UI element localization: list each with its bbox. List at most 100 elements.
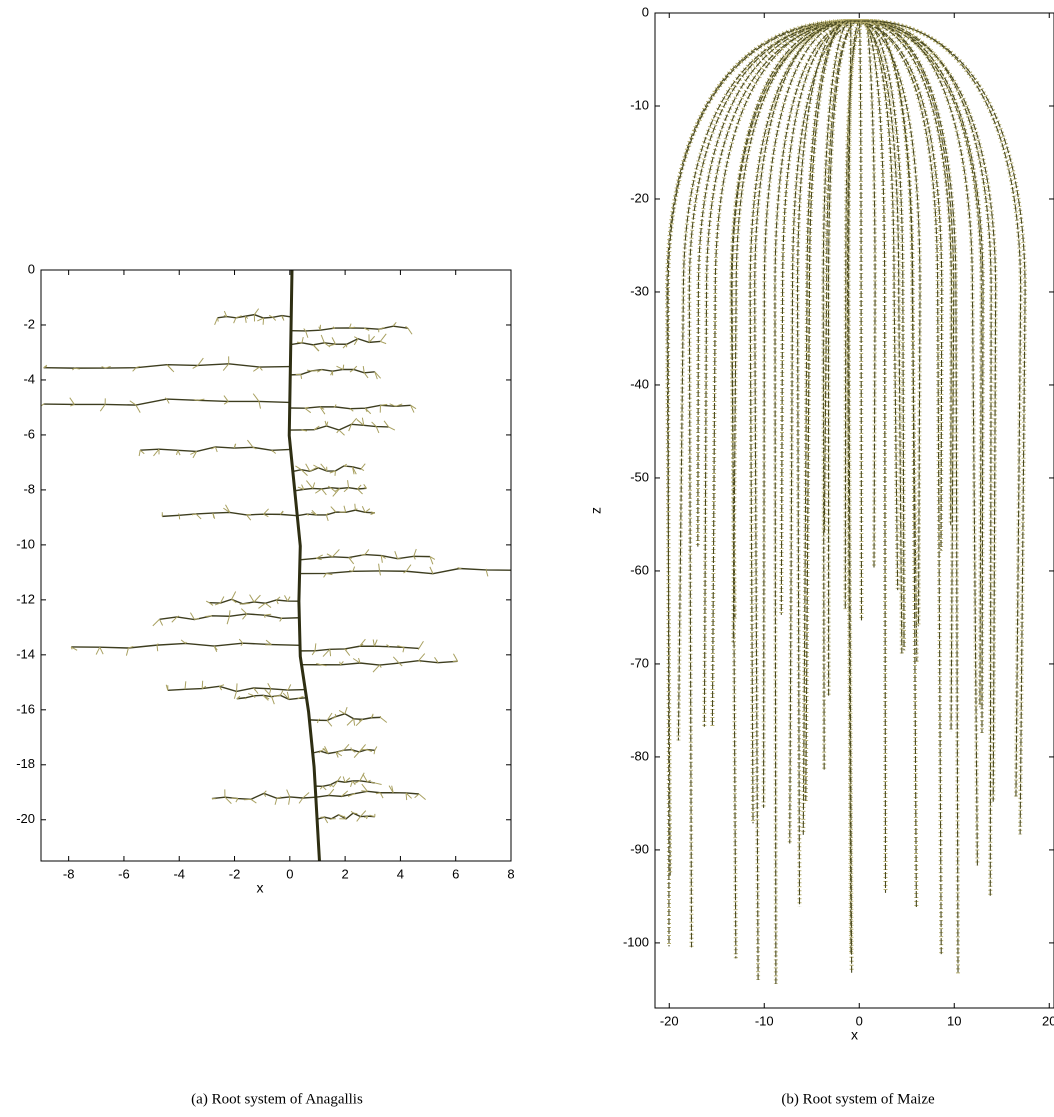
root-hair: [373, 639, 378, 647]
root: [749, 20, 856, 824]
root-hair: [246, 513, 252, 516]
root-hair: [353, 718, 356, 726]
root-hair: [343, 505, 347, 513]
root-hair: [252, 366, 260, 372]
root-hair: [240, 642, 244, 646]
root-hair: [247, 439, 254, 448]
root-hair: [265, 639, 272, 645]
root-hair: [322, 785, 327, 791]
root-hair: [337, 776, 342, 782]
root-hair: [360, 463, 366, 470]
root-hair: [231, 598, 237, 604]
root-hair: [264, 689, 273, 698]
root-hair: [305, 463, 311, 472]
root: [848, 20, 853, 973]
root-hair: [164, 397, 168, 400]
root-hair: [347, 793, 355, 797]
root-hair: [363, 484, 367, 489]
x-tick-label: -10: [755, 1013, 774, 1028]
root-hair: [348, 323, 352, 329]
root-hair: [332, 488, 340, 497]
root: [732, 20, 858, 643]
root-hair: [418, 653, 426, 661]
root-speckle: [826, 19, 860, 696]
root-hair: [359, 772, 365, 782]
root-hair: [271, 449, 277, 454]
root-hair: [263, 793, 267, 797]
root-hair: [301, 336, 304, 343]
root-hair: [301, 429, 308, 432]
root-hair: [336, 365, 344, 370]
root-hair: [372, 664, 380, 673]
root-hair: [363, 372, 369, 379]
root-hair: [336, 429, 340, 434]
root-hair: [197, 398, 205, 401]
root-hair: [211, 798, 214, 800]
root-hair: [263, 508, 269, 515]
root-hair: [226, 616, 230, 625]
root-hair: [362, 773, 368, 783]
root-hair: [236, 683, 238, 692]
root-hair: [105, 365, 111, 369]
root-hair: [252, 393, 260, 402]
axes-box: [654, 12, 1054, 1009]
root-hair: [250, 798, 257, 804]
root-hair: [350, 780, 353, 788]
root-hair: [374, 371, 381, 379]
root-hair: [279, 690, 284, 696]
root-hair: [305, 330, 309, 338]
root-hair: [418, 793, 426, 801]
root-hair: [331, 716, 337, 720]
root: [711, 20, 856, 727]
root-hair: [166, 398, 170, 404]
root-hair: [288, 796, 291, 805]
root-hair: [101, 366, 106, 369]
y-tick-label: 0: [28, 261, 35, 276]
root-hair: [176, 615, 180, 618]
root-hair: [395, 403, 403, 407]
root-hair: [156, 643, 159, 646]
root-hair: [128, 646, 134, 649]
root-hair: [263, 615, 266, 618]
root-hair: [513, 570, 518, 578]
root-hair: [332, 780, 338, 788]
root-hair: [413, 548, 417, 557]
root-hair: [135, 404, 141, 413]
tap-root: [287, 270, 321, 861]
root-hair: [337, 749, 344, 753]
root-hair: [380, 555, 383, 563]
x-tick-label: 8: [507, 866, 514, 881]
root-hair: [352, 780, 356, 786]
root-hair: [70, 646, 78, 651]
root-hair: [334, 404, 337, 408]
y-tick-label: -14: [16, 646, 35, 661]
root-hair: [320, 664, 327, 667]
root-hair: [351, 749, 356, 753]
y-tick-label: -20: [630, 190, 649, 205]
x-tick-label: 6: [452, 866, 459, 881]
root: [780, 20, 860, 615]
root-hair: [353, 365, 358, 370]
root-hair: [304, 406, 309, 409]
root-hair: [231, 591, 237, 600]
root-hair: [361, 783, 368, 792]
root-hair: [205, 615, 212, 618]
y-tick-label: -20: [16, 811, 35, 826]
root: [827, 20, 860, 696]
root-hair: [357, 484, 362, 490]
root-hair: [129, 400, 137, 406]
root-speckle: [761, 18, 855, 808]
root-hair: [233, 317, 237, 324]
root-hair: [374, 746, 378, 751]
root-hair: [380, 403, 388, 406]
root-hair: [389, 403, 396, 407]
y-tick-label: -50: [630, 469, 649, 484]
root-hair: [378, 327, 385, 330]
root-hair: [379, 792, 384, 799]
root-hair: [132, 367, 137, 372]
root-hair: [70, 646, 73, 650]
root-hair: [253, 695, 256, 698]
root-hair: [356, 816, 361, 822]
root-hair: [329, 818, 332, 821]
root-hair: [348, 557, 355, 565]
